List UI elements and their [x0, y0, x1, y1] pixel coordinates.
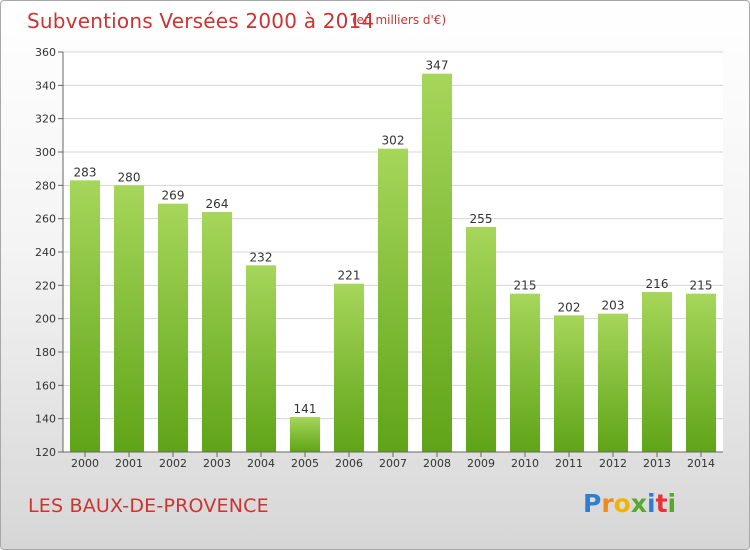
data-label: 202: [558, 300, 581, 314]
y-tick-label: 360: [35, 46, 56, 59]
y-tick-label: 260: [35, 213, 56, 226]
bar-2008[interactable]: [422, 73, 452, 453]
bar-2012[interactable]: [598, 313, 628, 452]
x-tick-label: 2006: [335, 457, 363, 470]
x-tick-label: 2000: [71, 457, 99, 470]
x-tick-label: 2012: [599, 457, 627, 470]
y-tick-label: 300: [35, 146, 56, 159]
bar-2004[interactable]: [246, 265, 276, 452]
x-tick-label: 2002: [159, 457, 187, 470]
data-label: 255: [470, 212, 493, 226]
logo-letter: i: [647, 489, 656, 518]
y-tick-label: 340: [35, 79, 56, 92]
x-tick-label: 2007: [379, 457, 407, 470]
bar-2011[interactable]: [554, 315, 584, 452]
x-tick-label: 2009: [467, 457, 495, 470]
y-tick-label: 280: [35, 179, 56, 192]
y-tick-label: 320: [35, 113, 56, 126]
data-label: 215: [514, 279, 537, 293]
bar-2007[interactable]: [378, 148, 408, 452]
data-label: 221: [338, 269, 361, 283]
y-tick-label: 120: [35, 446, 56, 459]
data-label: 302: [382, 134, 405, 148]
bar-2003[interactable]: [202, 212, 232, 452]
logo-letter: i: [667, 489, 677, 518]
data-label: 283: [74, 165, 97, 179]
x-tick-label: 2005: [291, 457, 319, 470]
data-label: 232: [250, 250, 273, 264]
bar-2002[interactable]: [158, 203, 188, 452]
x-tick-label: 2014: [687, 457, 715, 470]
bar-2000[interactable]: [70, 180, 100, 453]
y-tick-label: 220: [35, 279, 56, 292]
y-tick-label: 200: [35, 313, 56, 326]
bar-2009[interactable]: [466, 227, 496, 452]
logo-letter: r: [601, 489, 614, 518]
x-tick-label: 2011: [555, 457, 583, 470]
data-label: 280: [118, 170, 141, 184]
chart-title: Subventions Versées 2000 à 2014: [27, 9, 375, 33]
data-label: 269: [162, 189, 185, 203]
bar-2001[interactable]: [114, 185, 144, 453]
data-label: 264: [206, 197, 229, 211]
data-label: 215: [690, 279, 713, 293]
y-axis: 120 140 160 180 200 220 240 260 280 300 320 340 360: [35, 46, 64, 459]
x-tick-label: 2008: [423, 457, 451, 470]
y-tick-label: 160: [35, 379, 56, 392]
logo-letter: t: [655, 489, 668, 518]
x-tick-label: 2003: [203, 457, 231, 470]
x-axis: 2000 2001 2002 2003 2004 2005 2006 2007 2008 2009…: [63, 451, 723, 470]
y-tick-label: 240: [35, 246, 56, 259]
y-tick-label: 140: [35, 413, 56, 426]
bars: [70, 73, 716, 453]
data-label: 203: [602, 299, 625, 313]
logo-letter: P: [583, 489, 602, 518]
bar-2010[interactable]: [510, 293, 540, 452]
bar-2014[interactable]: [686, 293, 716, 452]
data-label: 216: [646, 277, 669, 291]
x-tick-label: 2004: [247, 457, 275, 470]
data-label: 141: [294, 402, 317, 416]
y-tick-label: 180: [35, 346, 56, 359]
data-label: 347: [426, 59, 449, 73]
logo-letter: o: [613, 489, 631, 518]
x-tick-label: 2001: [115, 457, 143, 470]
x-tick-label: 2013: [643, 457, 671, 470]
commune-name: LES BAUX-DE-PROVENCE: [28, 495, 269, 517]
bar-2013[interactable]: [642, 292, 672, 452]
unit-label: (en milliers d'€): [352, 13, 447, 27]
bar-2006[interactable]: [334, 283, 364, 452]
logo-letter: x: [630, 489, 647, 518]
data-labels: 283 280 269 264 232 141 221 302 347 255 215 202 203 2…: [74, 59, 713, 416]
x-tick-label: 2010: [511, 457, 539, 470]
bar-2005[interactable]: [290, 417, 320, 452]
